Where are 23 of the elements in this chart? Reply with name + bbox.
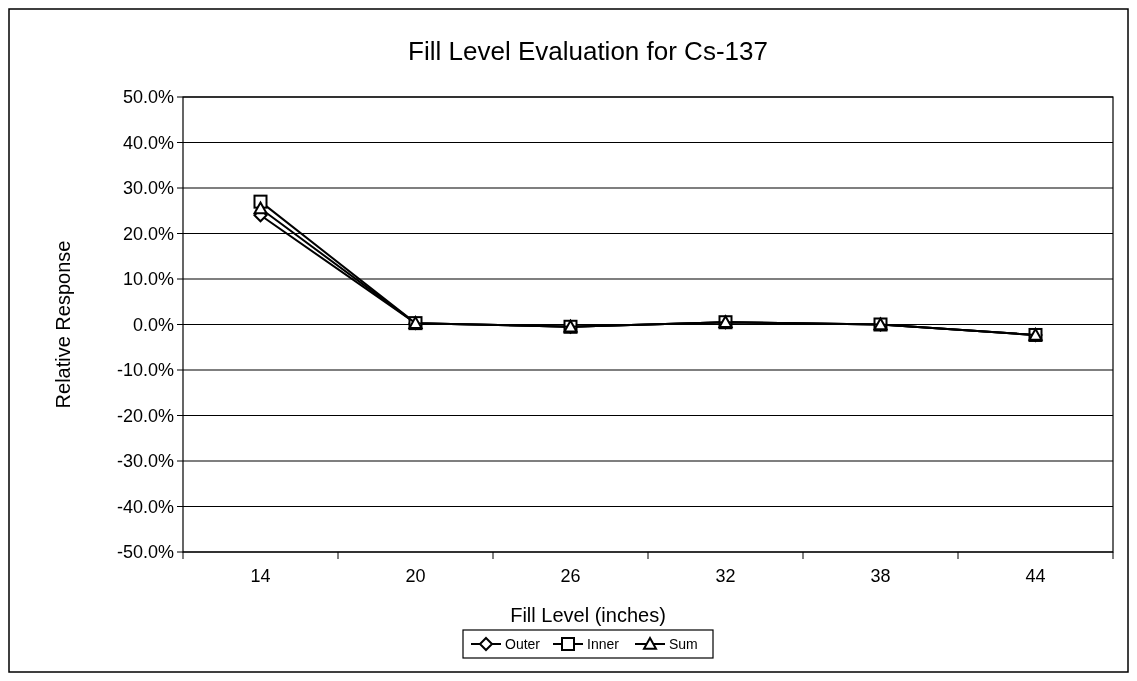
y-tick-label: 20.0%	[122, 223, 174, 244]
x-tick-label: 20	[405, 566, 426, 586]
legend-label: Outer	[505, 635, 541, 652]
x-tick-label: 26	[560, 566, 581, 586]
y-tick-label: 50.0%	[122, 87, 174, 108]
legend-label: Inner	[587, 635, 620, 652]
x-tick-label: 38	[870, 566, 891, 586]
y-tick-label: 40.0%	[122, 132, 174, 153]
y-tick-label: -50.0%	[116, 542, 174, 563]
chart-title: Fill Level Evaluation for Cs-137	[408, 36, 768, 66]
y-tick-label: 10.0%	[122, 269, 174, 290]
x-tick-label: 14	[250, 566, 271, 586]
y-tick-label: 30.0%	[122, 178, 174, 199]
y-tick-label: -30.0%	[116, 451, 174, 472]
x-tick-label: 32	[715, 566, 736, 586]
x-tick-label: 44	[1025, 566, 1046, 586]
y-axis-title: Relative Response	[52, 240, 74, 409]
legend-label: Sum	[669, 635, 698, 652]
y-tick-label: -40.0%	[116, 496, 174, 517]
y-tick-label: 0.0%	[132, 314, 174, 335]
y-tick-label: -10.0%	[116, 360, 174, 381]
x-axis-title: Fill Level (inches)	[510, 604, 666, 626]
y-tick-label: -20.0%	[116, 405, 174, 426]
